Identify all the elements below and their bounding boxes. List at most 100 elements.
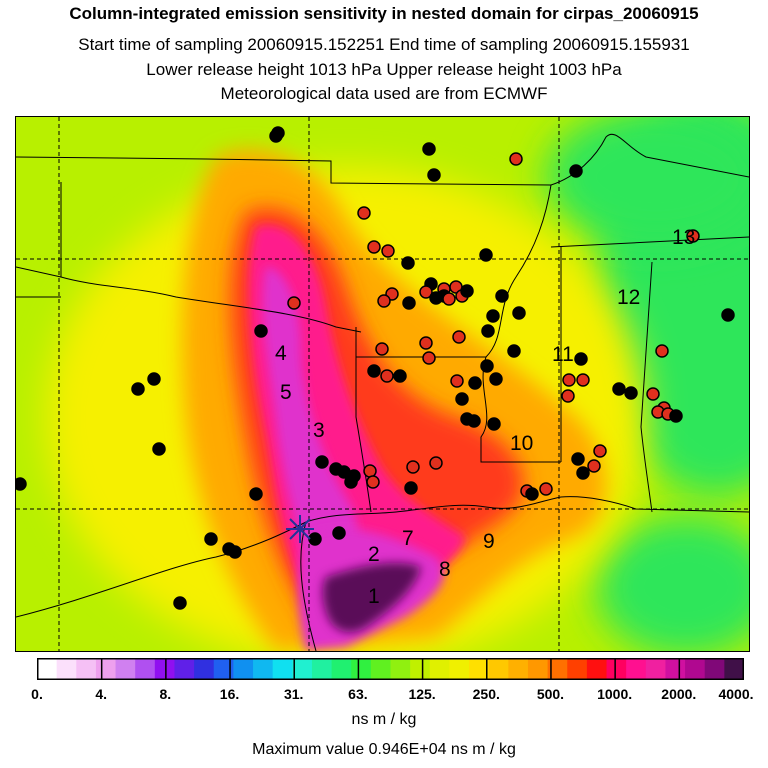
colorbar-tick-label: 500.: [536, 686, 565, 702]
colorbar-tick-label: 1000.: [597, 686, 633, 702]
station-dot-black: [495, 289, 509, 303]
trajectory-label-4: 4: [275, 342, 287, 365]
colorbar-swatch: [311, 658, 333, 680]
trajectory-label-5: 5: [280, 381, 292, 404]
station-dot-red: [377, 294, 391, 308]
gulf-coastline: [16, 496, 749, 618]
emission-sensitivity-map: 1 2 3 4 5 6 7 8 9 10 11 12 13: [15, 116, 750, 652]
colorbar-swatch: [272, 658, 293, 680]
colorbar-swatch: [429, 658, 451, 680]
colorbar-swatch: [626, 658, 647, 680]
station-dot-black: [393, 369, 407, 383]
station-dot-red: [655, 344, 669, 358]
station-dot-black: [487, 417, 501, 431]
colorbar-swatch: [331, 658, 352, 680]
station-dot-black: [344, 475, 358, 489]
station-dot-black: [512, 306, 526, 320]
colorbar-tick-label: 125.: [408, 686, 436, 702]
colorbar-swatch: [174, 658, 195, 680]
station-dot-black: [402, 296, 416, 310]
station-dot-black: [16, 477, 27, 491]
station-dot-red: [450, 374, 464, 388]
colorbar-swatch: [410, 658, 431, 680]
colorbar-swatch: [567, 658, 588, 680]
station-dot-black: [228, 545, 242, 559]
station-dot-red: [593, 444, 607, 458]
trajectory-label-6: 6: [347, 468, 359, 491]
colorbar-swatches: [36, 658, 745, 680]
station-dot-black: [669, 409, 683, 423]
colorbar-tick-label: 8.: [159, 686, 172, 702]
colorbar-units: ns m / kg: [351, 711, 417, 728]
colorbar-swatch: [56, 658, 77, 680]
station-dot-black: [455, 392, 469, 406]
trajectory-label-11: 11: [552, 343, 574, 366]
station-dot-red: [429, 456, 443, 470]
station-dot-black: [507, 344, 521, 358]
station-dot-black: [249, 487, 263, 501]
colorbar-swatch: [390, 658, 411, 680]
map-title: Column-integrated emission sensitivity i…: [69, 4, 699, 23]
station-dot-red: [380, 369, 394, 383]
station-dot-black: [486, 309, 500, 323]
station-dot-red: [509, 152, 523, 166]
colorbar-swatch: [292, 658, 313, 680]
sampling-time-line: Start time of sampling 20060915.152251 E…: [78, 35, 690, 54]
station-dot-red: [561, 389, 575, 403]
trajectory-label-1: 1: [368, 585, 380, 608]
station-dot-black: [401, 256, 415, 270]
station-dot-black: [404, 481, 418, 495]
colorbar-tick-label: 4.: [95, 686, 108, 702]
station-dot-black: [147, 372, 161, 386]
colorbar-swatch: [547, 658, 568, 680]
colorbar-swatch: [76, 658, 97, 680]
colorbar-swatch: [37, 658, 58, 680]
colorbar-swatch: [115, 658, 136, 680]
colorbar-swatch: [253, 658, 274, 680]
station-dot-black: [422, 142, 436, 156]
station-dot-black: [254, 324, 268, 338]
release-height-line: Lower release height 1013 hPa Upper rele…: [146, 60, 622, 79]
station-dot-black: [468, 376, 482, 390]
station-dot-black: [479, 248, 493, 262]
station-dot-black: [332, 526, 346, 540]
colorbar-swatch: [351, 658, 372, 680]
station-dot-red: [452, 330, 466, 344]
station-dot-black: [481, 324, 495, 338]
station-dot-red: [422, 351, 436, 365]
red-river: [16, 266, 62, 278]
green-region-southeast: [596, 517, 749, 651]
station-dot-red: [576, 373, 590, 387]
colorbar-swatch: [665, 658, 686, 680]
station-dot-black: [721, 308, 735, 322]
oklahoma-texas-border: [60, 182, 362, 333]
station-dot-red: [363, 464, 377, 478]
colorbar-frame: [37, 658, 744, 680]
colorbar-swatch: [685, 658, 706, 680]
trajectory-label-13: 13: [672, 226, 695, 249]
station-dot-black: [427, 168, 441, 182]
station-dot-black: [480, 359, 494, 373]
station-dot-black: [525, 487, 539, 501]
colorbar-swatch: [95, 658, 117, 680]
station-dot-black: [612, 382, 626, 396]
station-dot-black: [467, 414, 481, 428]
station-dot-black: [173, 596, 187, 610]
trajectory-label-7: 7: [402, 527, 414, 550]
purple-maximum: [322, 562, 421, 633]
station-dot-red: [375, 342, 389, 356]
station-dot-black: [489, 372, 503, 386]
colorbar-swatch: [488, 658, 509, 680]
station-dot-red: [366, 475, 380, 489]
colorbar-swatch: [704, 658, 725, 680]
station-dot-black: [624, 386, 638, 400]
colorbar-tick-label: 4000.: [718, 686, 754, 702]
station-dot-black: [367, 364, 381, 378]
station-dot-black: [204, 532, 218, 546]
station-dot-black: [574, 352, 588, 366]
colorbar: [36, 658, 745, 680]
station-dot-red: [419, 336, 433, 350]
trajectory-label-12: 12: [617, 286, 640, 309]
colorbar-swatch: [449, 658, 470, 680]
colorbar-swatch: [370, 658, 392, 680]
